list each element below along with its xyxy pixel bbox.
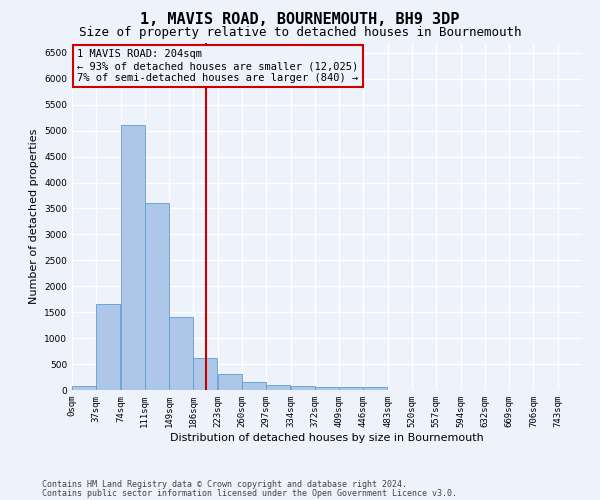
- Text: Contains HM Land Registry data © Crown copyright and database right 2024.: Contains HM Land Registry data © Crown c…: [42, 480, 407, 489]
- Bar: [290, 386, 314, 390]
- X-axis label: Distribution of detached houses by size in Bournemouth: Distribution of detached houses by size …: [170, 432, 484, 442]
- Bar: [218, 374, 242, 390]
- Bar: [145, 204, 169, 390]
- Bar: [266, 385, 290, 390]
- Bar: [364, 387, 388, 390]
- Text: Size of property relative to detached houses in Bournemouth: Size of property relative to detached ho…: [79, 26, 521, 39]
- Bar: [72, 386, 96, 390]
- Bar: [339, 388, 363, 390]
- Text: 1, MAVIS ROAD, BOURNEMOUTH, BH9 3DP: 1, MAVIS ROAD, BOURNEMOUTH, BH9 3DP: [140, 12, 460, 28]
- Bar: [193, 358, 217, 390]
- Bar: [121, 126, 145, 390]
- Y-axis label: Number of detached properties: Number of detached properties: [29, 128, 38, 304]
- Bar: [169, 318, 193, 390]
- Bar: [96, 304, 121, 390]
- Bar: [315, 388, 339, 390]
- Bar: [242, 382, 266, 390]
- Text: 1 MAVIS ROAD: 204sqm
← 93% of detached houses are smaller (12,025)
7% of semi-de: 1 MAVIS ROAD: 204sqm ← 93% of detached h…: [77, 50, 358, 82]
- Text: Contains public sector information licensed under the Open Government Licence v3: Contains public sector information licen…: [42, 488, 457, 498]
